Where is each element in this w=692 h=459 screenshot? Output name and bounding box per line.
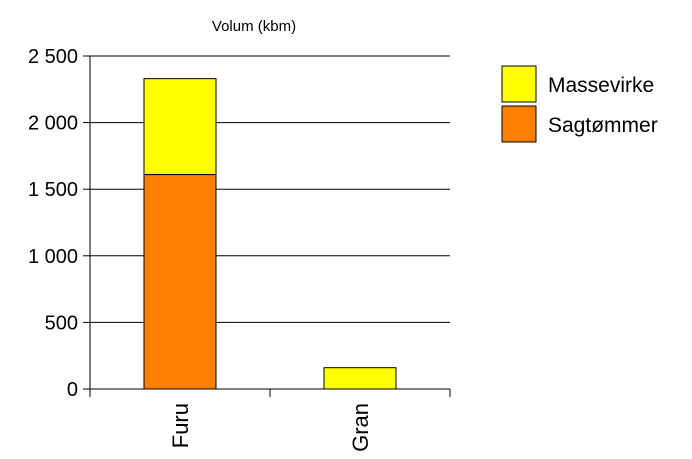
legend-swatch: [501, 105, 537, 143]
bars: [143, 78, 397, 390]
bar-segment: [143, 78, 217, 176]
y-tick-label: 2 000: [28, 113, 78, 135]
y-tick-label: 500: [45, 312, 78, 334]
x-tick-labels: Furu Gran: [168, 403, 373, 452]
bar-segment: [323, 367, 397, 390]
y-tick-label: 2 500: [28, 46, 78, 68]
y-tick-labels: 0 500 1 000 1 500 2 000 2 500: [28, 46, 78, 401]
y-tick-label: 1 000: [28, 246, 78, 268]
legend-label: Massevirke: [548, 74, 654, 97]
legend: Massevirke Sagtømmer: [501, 65, 658, 143]
bar-segment: [143, 174, 217, 390]
y-tick-label: 1 500: [28, 179, 78, 201]
y-tick-label: 0: [67, 379, 78, 401]
axes: [83, 55, 451, 397]
x-tick-label: Furu: [168, 403, 193, 448]
y-axis-title: Volum (kbm): [212, 18, 296, 35]
legend-label: Sagtømmer: [548, 114, 658, 137]
legend-swatch: [501, 65, 537, 103]
x-tick-label: Gran: [348, 403, 373, 452]
